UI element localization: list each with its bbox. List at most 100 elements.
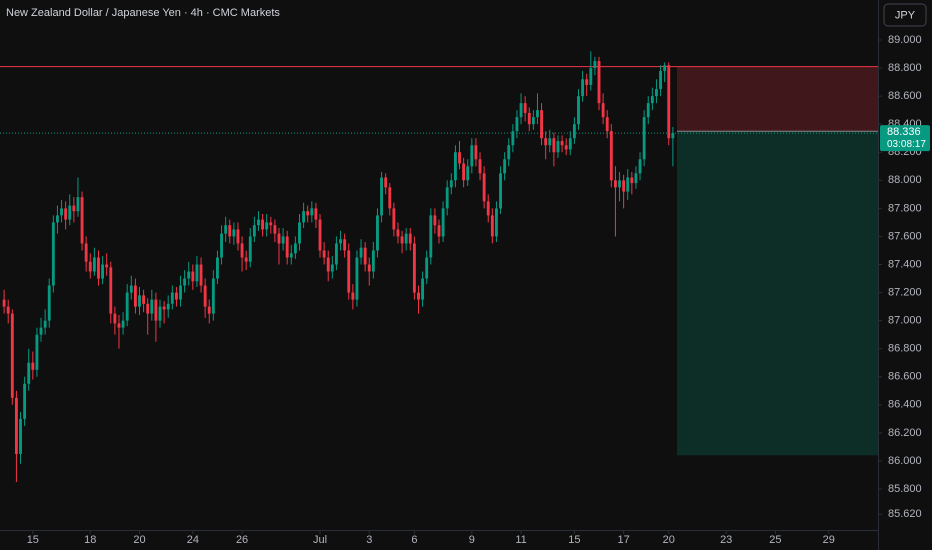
y-tick-label: 86.200 — [888, 427, 922, 439]
candle-body — [544, 138, 548, 146]
x-tick-label: 26 — [236, 534, 248, 546]
y-tick-label: 88.400 — [888, 118, 922, 130]
candle-body — [474, 145, 478, 160]
candle-body — [68, 205, 72, 220]
candle-body — [51, 222, 55, 286]
candle-body — [380, 177, 383, 216]
y-tick-label: 87.000 — [888, 315, 922, 327]
candle-body — [376, 215, 379, 251]
candle-body — [655, 89, 658, 97]
candle-body — [240, 243, 244, 258]
y-tick-label: 86.400 — [888, 399, 922, 411]
candle-body — [462, 163, 466, 181]
candle-body — [293, 243, 297, 254]
candle-body — [248, 236, 252, 262]
x-tick-label: 17 — [618, 534, 630, 546]
candle-body — [355, 257, 359, 300]
candle-body — [663, 65, 667, 71]
candle-body — [105, 264, 109, 268]
candle-body — [80, 197, 84, 244]
candle-body — [60, 208, 63, 216]
candle-body — [19, 418, 22, 454]
candle-body — [400, 236, 404, 244]
candle-body — [281, 236, 285, 244]
currency-button[interactable] — [883, 3, 927, 27]
candle-body — [609, 131, 613, 181]
x-tick-label: 15 — [568, 534, 580, 546]
x-tick-label: 25 — [769, 534, 781, 546]
candle-body — [449, 180, 453, 188]
candle-body — [478, 159, 482, 174]
candle-body — [273, 225, 277, 234]
candle-body — [371, 250, 375, 272]
candle-body — [314, 208, 318, 220]
candle-body — [97, 257, 100, 279]
candle-body — [503, 159, 507, 174]
candle-body — [133, 285, 137, 307]
candle-body — [433, 215, 437, 226]
candle-body — [146, 303, 150, 314]
candle-body — [384, 177, 388, 188]
y-tick-label: 87.600 — [888, 230, 922, 242]
x-tick-label: 20 — [133, 534, 145, 546]
candle-body — [646, 103, 650, 118]
candle-body — [408, 233, 412, 244]
y-tick-label: 85.620 — [888, 508, 922, 520]
candle-body — [285, 236, 289, 258]
y-tick-label: 86.600 — [888, 371, 922, 383]
candle-body — [302, 211, 306, 223]
candle-body — [113, 313, 117, 324]
stop-zone — [676, 66, 878, 132]
candle-body — [519, 103, 523, 118]
candle-body — [101, 264, 105, 279]
y-tick-label: 88.600 — [888, 90, 922, 102]
candle-body — [322, 250, 326, 258]
candle-body — [495, 208, 498, 237]
candle-body — [650, 96, 654, 104]
x-tick-label: 6 — [411, 534, 417, 546]
candle-body — [605, 117, 609, 132]
candle-body — [2, 299, 6, 307]
y-tick-label: 89.000 — [888, 34, 922, 46]
candle-body — [203, 285, 207, 307]
candle-body — [125, 292, 129, 321]
candle-body — [39, 327, 43, 335]
candle-body — [470, 145, 474, 167]
candle-body — [150, 299, 154, 314]
candle-body — [10, 313, 14, 398]
y-tick-label: 87.400 — [888, 258, 922, 270]
x-tick-label: Jul — [313, 534, 327, 546]
candle-body — [630, 177, 634, 184]
candle-body — [638, 159, 642, 174]
x-tick-label: 15 — [27, 534, 39, 546]
candle-body — [634, 173, 638, 184]
candle-body — [560, 141, 564, 146]
candle-body — [568, 138, 572, 150]
candle-body — [622, 180, 626, 192]
candle-body — [257, 219, 260, 226]
candle-body — [618, 180, 621, 188]
candle-body — [92, 257, 96, 272]
candle-body — [261, 219, 265, 230]
y-tick-label: 86.000 — [888, 455, 922, 467]
candle-body — [310, 208, 314, 216]
candle-body — [425, 257, 429, 279]
candle-body — [339, 239, 342, 244]
candle-body — [466, 166, 470, 181]
candle-body — [318, 219, 322, 251]
y-tick-label: 85.800 — [888, 483, 922, 495]
candle-body — [482, 173, 486, 202]
candle-body — [6, 306, 10, 314]
candle-body — [142, 295, 146, 304]
x-tick-label: 23 — [720, 534, 732, 546]
candle-body — [23, 383, 27, 419]
target-zone — [676, 131, 878, 456]
candle-body — [531, 117, 535, 125]
x-tick-label: 20 — [663, 534, 675, 546]
currency-label[interactable]: JPY — [895, 9, 916, 21]
candle-body — [298, 222, 301, 244]
candle-body — [236, 229, 240, 244]
candle-body — [154, 299, 158, 321]
x-tick-label: 9 — [469, 534, 475, 546]
candle-body — [216, 257, 219, 279]
